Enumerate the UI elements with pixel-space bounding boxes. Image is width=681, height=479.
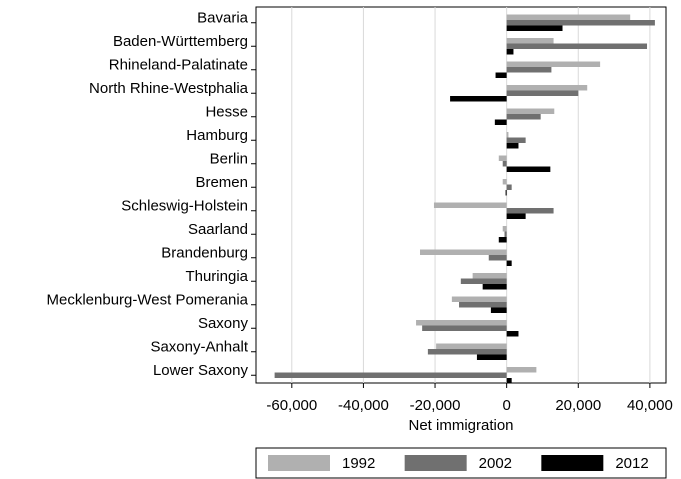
bar (459, 302, 507, 308)
y-tick-label: North Rhine-Westphalia (89, 80, 249, 97)
bar (506, 260, 512, 266)
y-tick-label: Hesse (205, 104, 248, 121)
y-tick-label: Lower Saxony (153, 362, 249, 379)
bar (498, 237, 507, 243)
legend-label: 1992 (342, 455, 375, 472)
bar (506, 25, 563, 31)
bar (506, 49, 514, 55)
bar (506, 85, 588, 91)
legend-swatch (404, 455, 467, 471)
bar (506, 184, 512, 190)
y-tick-label: Brandenburg (161, 245, 248, 262)
y-tick-label: Mecklenburg-West Pomerania (47, 292, 249, 309)
y-tick-label: Thuringia (185, 268, 248, 285)
bar (506, 132, 509, 138)
bar (506, 208, 554, 214)
bar (506, 38, 554, 44)
bar (506, 143, 519, 149)
bar (495, 72, 507, 78)
x-tick-label: -40,000 (338, 397, 389, 414)
y-tick-label: Rhineland-Palatinate (109, 57, 248, 74)
bar (433, 202, 507, 208)
bar (506, 43, 648, 49)
x-tick-label: -20,000 (410, 397, 461, 414)
bar (506, 108, 555, 114)
bar (506, 367, 537, 373)
bar (506, 20, 655, 26)
bar (506, 67, 552, 73)
y-tick-label: Bavaria (197, 10, 249, 27)
bar (506, 90, 579, 96)
bar (502, 226, 507, 232)
y-tick-label: Schleswig-Holstein (121, 198, 248, 215)
bar (274, 372, 507, 378)
bar (490, 307, 507, 313)
bar (506, 166, 551, 172)
bar (506, 114, 541, 120)
y-tick-label: Saxony-Anhalt (150, 339, 248, 356)
bar (505, 190, 507, 196)
x-tick-label: 40,000 (627, 397, 673, 414)
y-tick-label: Saxony (198, 315, 249, 332)
y-tick-label: Berlin (210, 151, 248, 168)
bar (506, 331, 519, 337)
bar (506, 61, 601, 67)
x-tick-label: 0 (502, 397, 510, 414)
y-tick-label: Saarland (188, 221, 248, 238)
bar (506, 378, 512, 384)
legend-swatch (268, 455, 330, 471)
bar (488, 255, 507, 261)
bar (504, 231, 507, 237)
x-tick-label: -60,000 (266, 397, 317, 414)
bar (460, 278, 507, 284)
y-tick-label: Hamburg (186, 127, 248, 144)
y-tick-label: Bremen (195, 174, 248, 191)
y-tick-label: Baden-Württemberg (113, 33, 248, 50)
legend-label: 2002 (479, 455, 512, 472)
bar (494, 119, 507, 125)
bar (506, 14, 631, 20)
bar (472, 273, 507, 279)
bar (422, 325, 507, 331)
bar (451, 296, 507, 302)
bar (498, 155, 507, 161)
bar (450, 96, 507, 102)
x-axis-title: Net immigration (408, 417, 513, 434)
bar (436, 343, 507, 349)
bar (482, 284, 507, 290)
bar (416, 320, 507, 326)
bar (502, 179, 507, 185)
bar (476, 354, 507, 360)
bar (506, 137, 526, 143)
bar (427, 349, 507, 355)
bar (506, 213, 526, 219)
legend-swatch (541, 455, 604, 471)
bar (420, 249, 507, 255)
x-tick-label: 20,000 (555, 397, 601, 414)
legend-label: 2012 (615, 455, 648, 472)
bar (502, 161, 507, 167)
